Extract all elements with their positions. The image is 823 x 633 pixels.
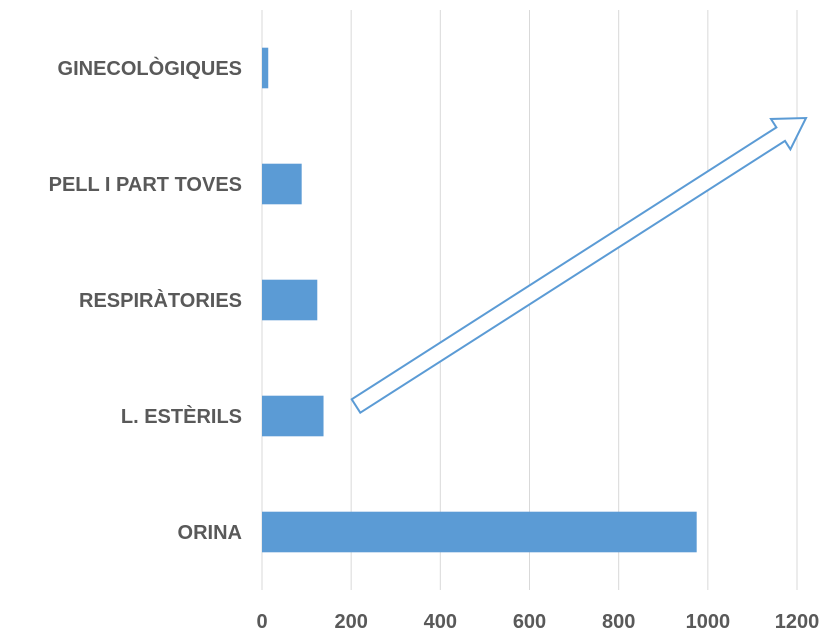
bar-pell-i-part-toves (262, 163, 302, 205)
x-tick-label-400: 400 (424, 611, 457, 633)
x-tick-label-1000: 1000 (686, 611, 731, 633)
category-label-pell-i-part-toves: PELL I PART TOVES (49, 174, 242, 196)
trend-arrow-annotation (350, 116, 808, 415)
bar-respir-tories (262, 279, 318, 321)
category-label-respir-tories: RESPIRÀTORIES (79, 289, 242, 312)
category-label-orina: ORINA (178, 522, 242, 544)
bar-orina (262, 511, 697, 553)
x-tick-label-800: 800 (602, 611, 635, 633)
category-label-ginecol-giques: GINECOLÒGIQUES (58, 56, 242, 80)
gridlines (261, 10, 798, 590)
bars (262, 47, 697, 553)
annotations (350, 116, 808, 415)
bar-ginecol-giques (262, 47, 269, 89)
category-labels: ORINA L. ESTÈRILS RESPIRÀTORIES PELL I PART… (49, 56, 242, 544)
category-label-l-est-rils: L. ESTÈRILS (121, 405, 242, 428)
x-tick-label-600: 600 (513, 611, 546, 633)
x-tick-label-1200: 1200 (775, 611, 820, 633)
x-tick-label-0: 0 (256, 611, 267, 633)
x-tick-labels: 0 200 400 600 800 1000 1200 (256, 611, 819, 633)
x-tick-label-200: 200 (334, 611, 367, 633)
bar-l-est-rils (262, 395, 324, 437)
